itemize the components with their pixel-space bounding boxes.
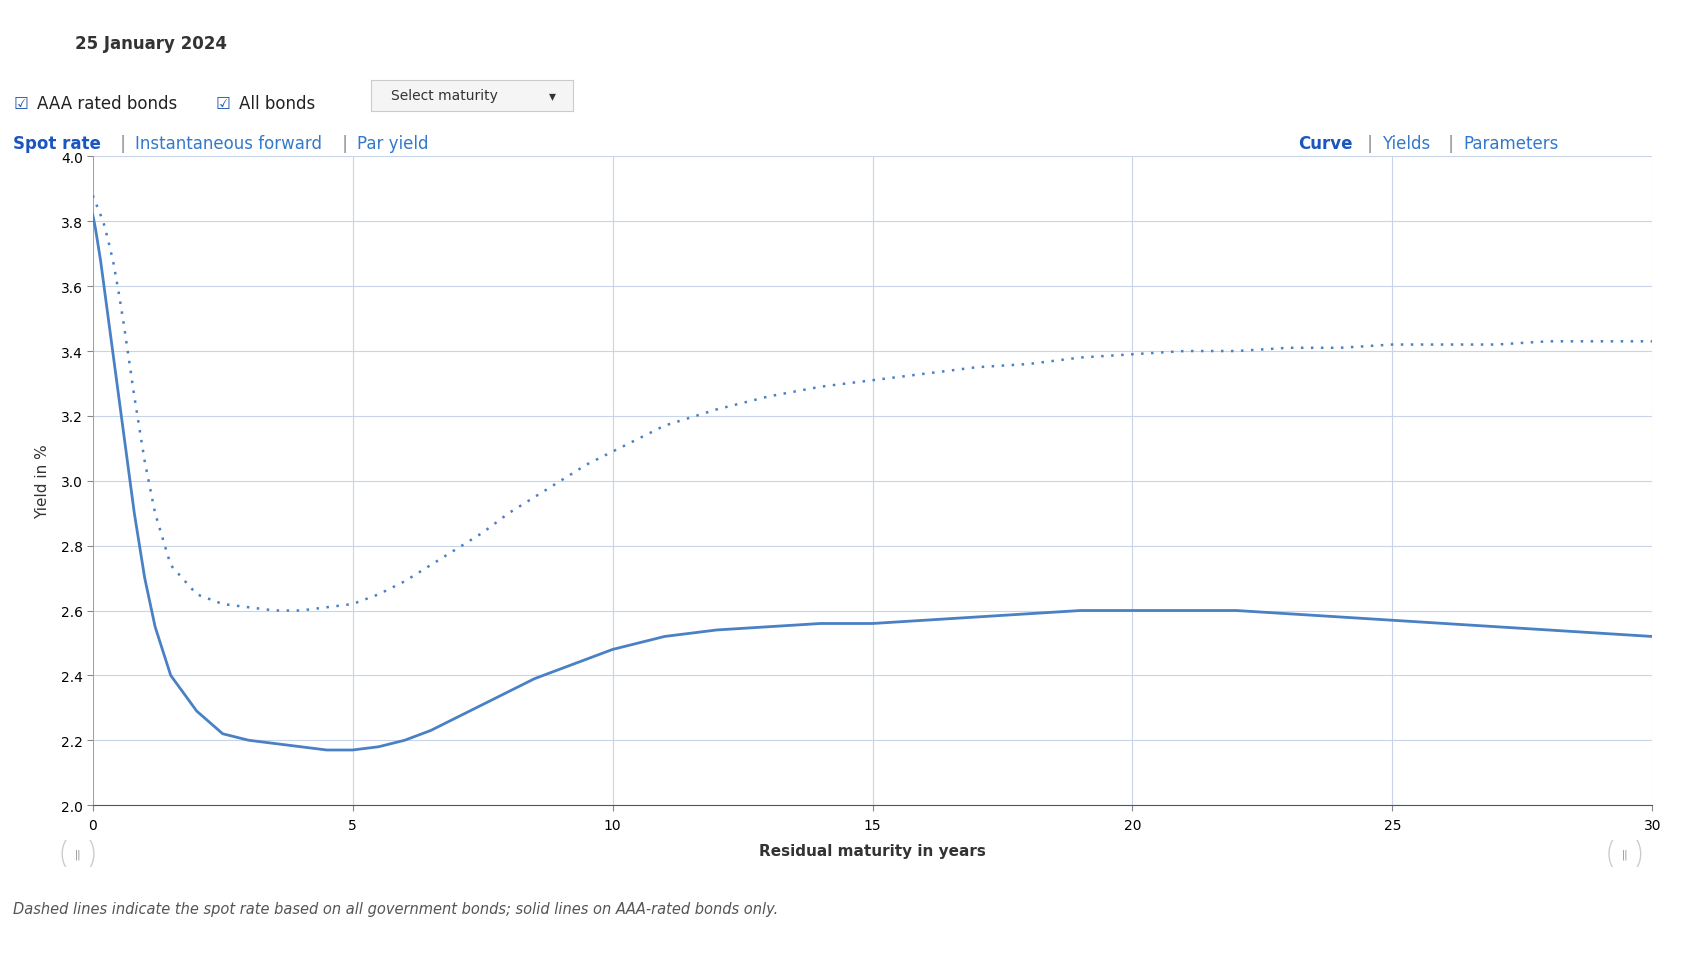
- Ellipse shape: [62, 833, 94, 875]
- Text: |: |: [115, 135, 132, 153]
- Text: Dashed lines indicate the spot rate based on all government bonds; solid lines o: Dashed lines indicate the spot rate base…: [13, 901, 779, 916]
- Text: 📅: 📅: [309, 34, 319, 53]
- Text: Par yield: Par yield: [357, 135, 428, 153]
- Text: ☑: ☑: [216, 95, 231, 113]
- Text: ||: ||: [74, 848, 81, 860]
- Text: Instantaneous forward: Instantaneous forward: [135, 135, 322, 153]
- Ellipse shape: [1608, 833, 1640, 875]
- Text: ▾: ▾: [550, 90, 556, 103]
- Text: |: |: [1362, 135, 1379, 153]
- Text: Parameters: Parameters: [1463, 135, 1560, 153]
- Text: |: |: [1443, 135, 1460, 153]
- Text: Spot rate: Spot rate: [13, 135, 101, 153]
- Y-axis label: Yield in %: Yield in %: [35, 444, 51, 518]
- Text: Yields: Yields: [1383, 135, 1431, 153]
- Text: All bonds: All bonds: [239, 95, 315, 113]
- Text: Curve: Curve: [1298, 135, 1352, 153]
- X-axis label: Residual maturity in years: Residual maturity in years: [759, 842, 986, 858]
- Text: ||: ||: [1622, 848, 1629, 860]
- Text: |: |: [337, 135, 354, 153]
- Text: Select maturity: Select maturity: [391, 90, 497, 103]
- Text: ☑: ☑: [13, 95, 29, 113]
- Text: 25 January 2024: 25 January 2024: [74, 35, 228, 52]
- Text: AAA rated bonds: AAA rated bonds: [37, 95, 177, 113]
